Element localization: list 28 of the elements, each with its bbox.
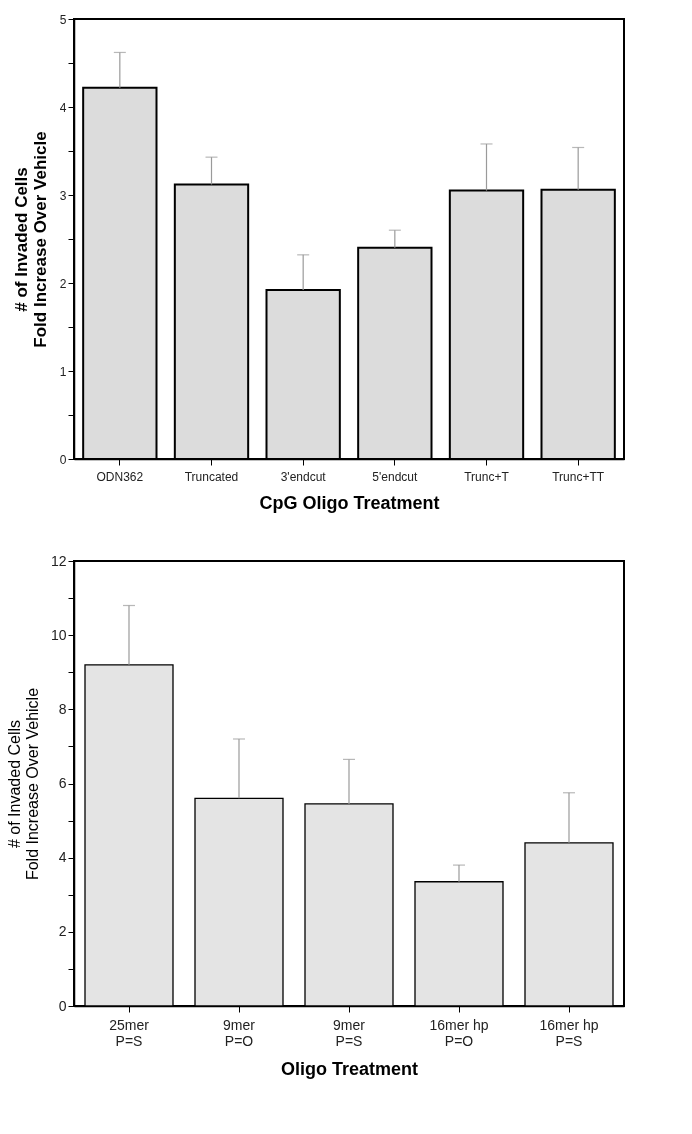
y-tick-label: 0 <box>59 452 67 467</box>
y-tick-label: 3 <box>59 188 67 203</box>
x-tick-label: 9mer P=S <box>333 1016 366 1049</box>
x-tick-label: 9mer P=O <box>223 1016 256 1049</box>
y-axis-title: # of Invaded Cells Fold Increase Over Vehicle <box>11 131 50 348</box>
x-axis-title: CpG Oligo Treatment <box>259 492 440 513</box>
y-tick-label: 12 <box>50 552 67 569</box>
x-tick-label: Truncated <box>184 469 239 484</box>
x-tick-label: 16mer hp P=S <box>539 1016 599 1049</box>
y-tick-label: 0 <box>58 997 67 1014</box>
x-tick-label: 5'endcut <box>372 469 418 484</box>
y-tick-label: 2 <box>59 276 67 291</box>
x-axis-title: Oligo Treatment <box>280 1058 419 1079</box>
y-tick-label: 1 <box>59 364 67 379</box>
y-axis-title: # of Invaded Cells Fold Increase Over Vehicle <box>5 687 41 881</box>
y-tick-label: 5 <box>59 12 67 27</box>
x-tick-label: 25mer P=S <box>109 1016 150 1049</box>
x-tick-label: 16mer hp P=O <box>429 1016 489 1049</box>
x-tick-label: Trunc+T <box>464 469 510 484</box>
y-tick-label: 4 <box>59 100 67 115</box>
y-tick-label: 2 <box>58 923 67 940</box>
x-tick-label: ODN362 <box>96 469 144 484</box>
x-tick-label: Trunc+TT <box>552 469 605 484</box>
y-tick-label: 10 <box>50 626 67 643</box>
x-tick-label: 3'endcut <box>280 469 327 484</box>
y-tick-label: 6 <box>58 775 67 791</box>
y-tick-label: 4 <box>58 849 67 866</box>
y-tick-label: 8 <box>58 700 67 717</box>
